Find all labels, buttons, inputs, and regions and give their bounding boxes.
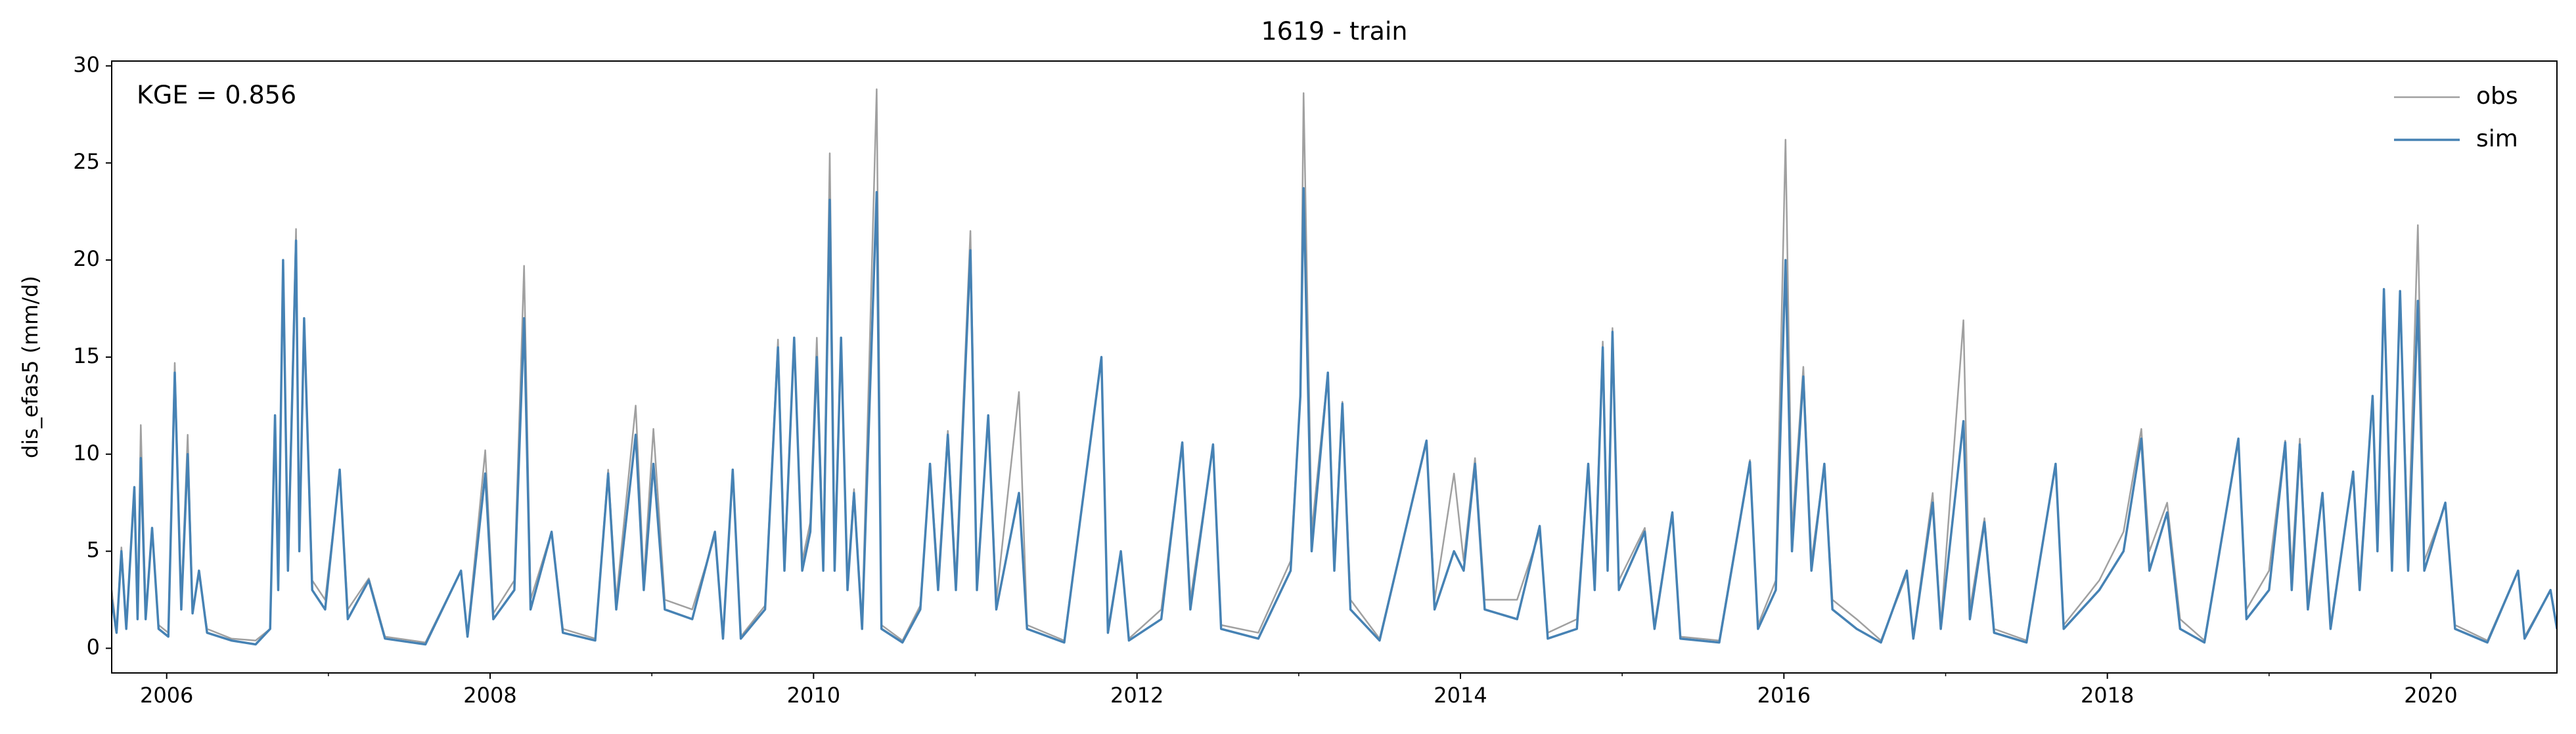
x-tick-label: 2020 (2404, 683, 2457, 708)
x-tick-label: 2012 (1110, 683, 1164, 708)
x-tick-label: 2016 (1757, 683, 1811, 708)
y-tick-label: 25 (73, 149, 100, 174)
plot-frame (111, 60, 2558, 674)
legend-label: obs (2476, 83, 2518, 110)
annotation: KGE = 0.856 (137, 81, 296, 110)
y-tick-label: 20 (73, 246, 100, 271)
y-axis-label: dis_efas5 (mm/d) (18, 276, 43, 458)
y-tick-label: 0 (87, 634, 100, 659)
y-tick-label: 5 (87, 538, 100, 563)
y-tick-label: 30 (73, 52, 100, 77)
y-tick-label: 10 (73, 441, 100, 465)
y-tick-label: 15 (73, 343, 100, 368)
x-tick-label: 2010 (787, 683, 840, 708)
series-line (112, 186, 2557, 646)
x-tick-label: 2006 (140, 683, 193, 708)
x-tick-label: 2008 (463, 683, 516, 708)
x-tick-label: 2018 (2081, 683, 2134, 708)
x-tick-label: 2014 (1434, 683, 1487, 708)
legend-label: sim (2476, 125, 2518, 152)
chart-title: 1619 - train (1261, 17, 1407, 46)
